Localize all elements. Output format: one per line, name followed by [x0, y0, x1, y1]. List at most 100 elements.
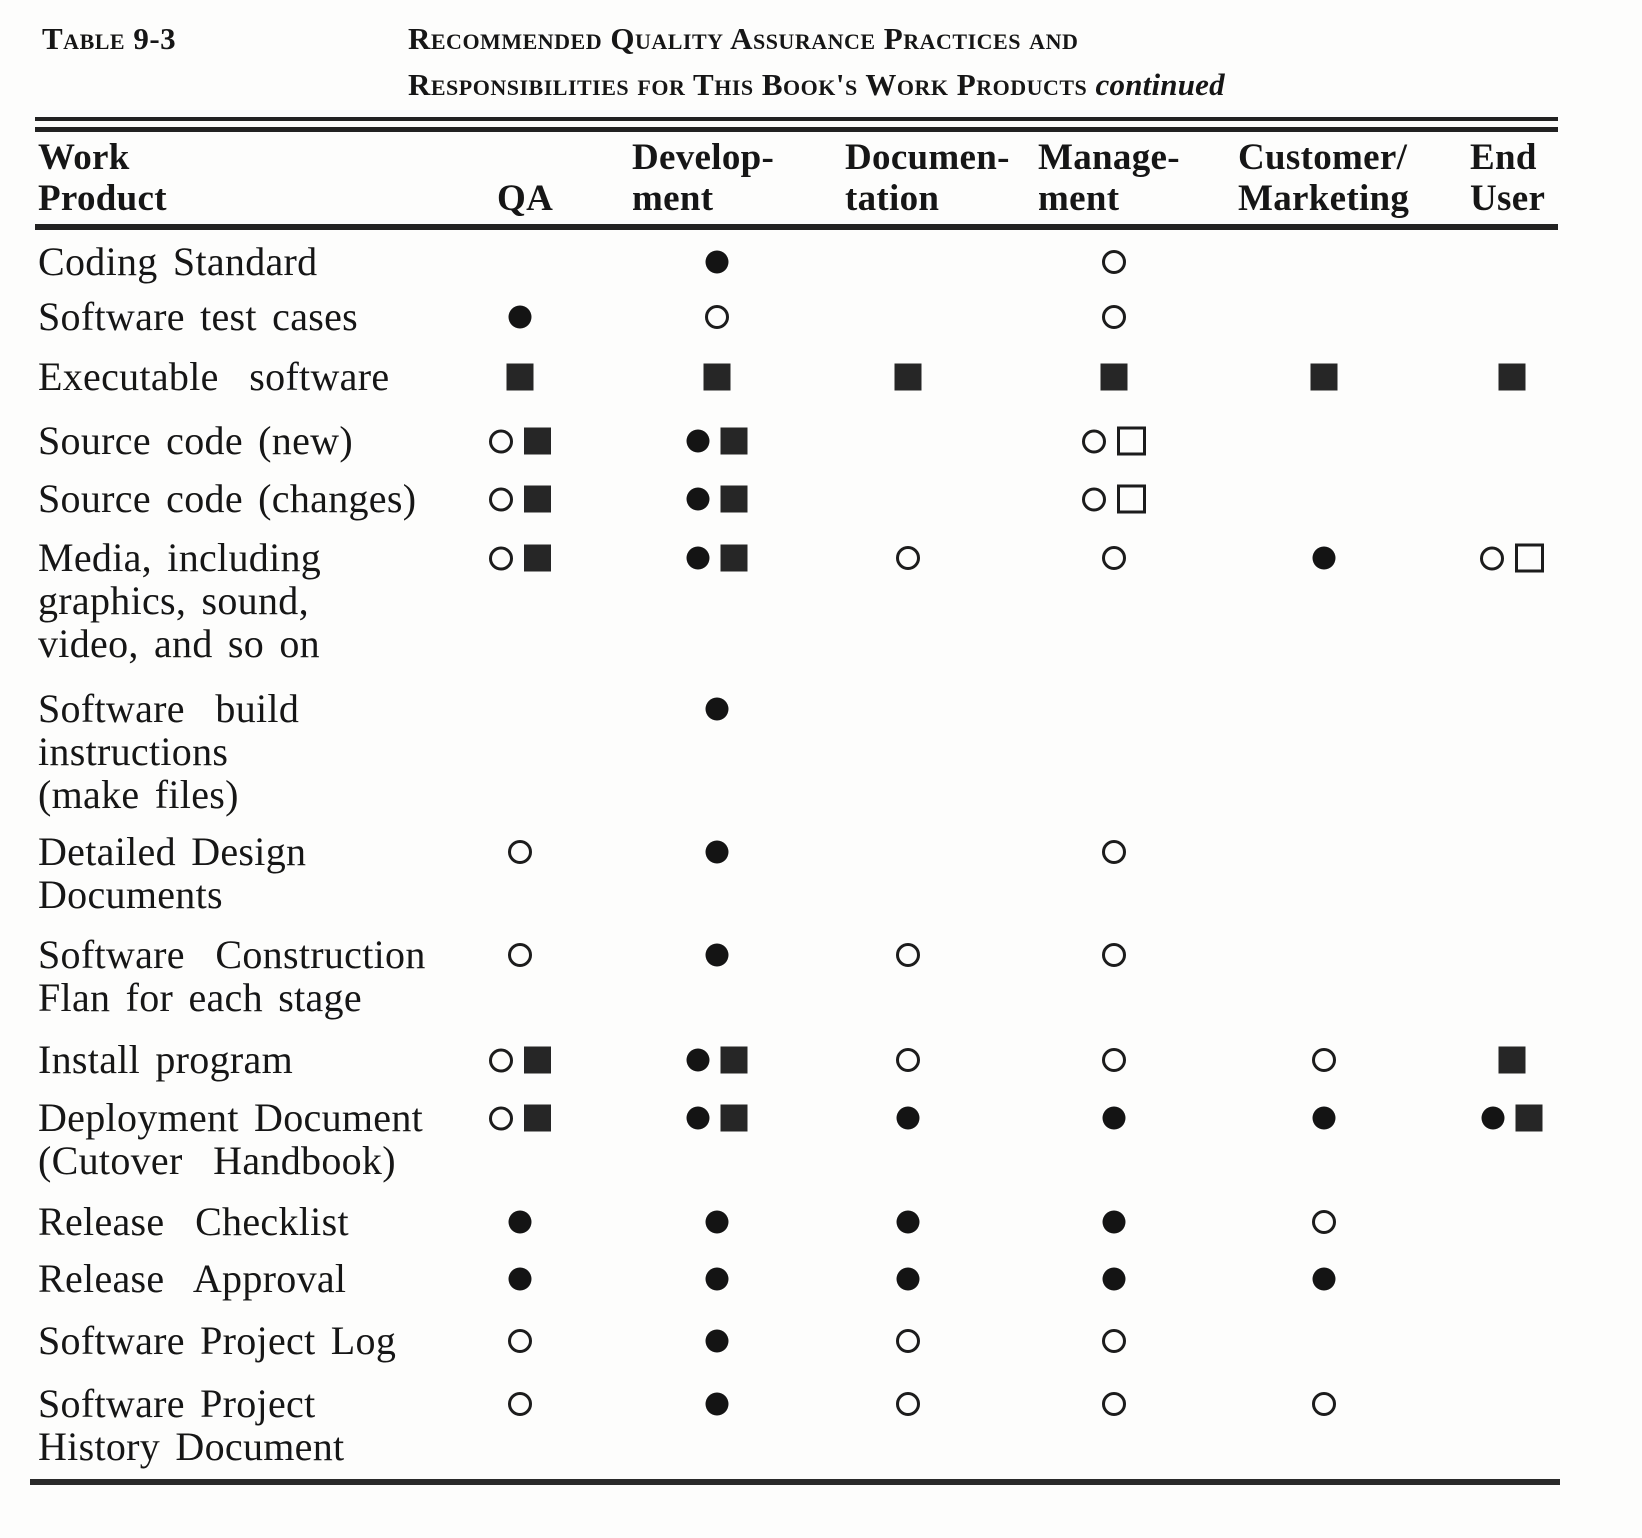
- work-product-label: Software build instructions (make files): [38, 687, 299, 816]
- cell-development: [705, 1329, 729, 1353]
- filled-circle-icon: [686, 487, 710, 511]
- open-circle-icon: [489, 546, 513, 570]
- top-double-rule-line1: [35, 117, 1558, 121]
- column-header-line: User: [1470, 178, 1546, 219]
- cell-documentation: [896, 1329, 920, 1353]
- filled-circle-icon: [705, 1267, 729, 1291]
- open-circle-icon: [508, 1329, 532, 1353]
- cell-development: [686, 427, 748, 455]
- cell-qa: [489, 1046, 551, 1074]
- cell-customer_marketing: [1312, 1048, 1336, 1072]
- work-product-label: Install program: [38, 1038, 293, 1081]
- work-product-label-line: (make files): [38, 772, 239, 817]
- cell-development: [686, 1046, 748, 1074]
- column-header-line: Documen-: [845, 137, 1010, 178]
- cell-customer_marketing: [1312, 1392, 1336, 1416]
- work-product-label: Release Approval: [38, 1257, 346, 1300]
- cell-development: [705, 943, 729, 967]
- cell-documentation: [896, 943, 920, 967]
- cell-development: [705, 697, 729, 721]
- cell-end_user: [1498, 363, 1526, 391]
- work-product-label-line: graphics, sound,: [38, 578, 309, 623]
- work-product-label: Executable software: [38, 355, 389, 398]
- cell-qa: [508, 1329, 532, 1353]
- filled-circle-icon: [705, 697, 729, 721]
- open-circle-icon: [508, 943, 532, 967]
- filled-square-icon: [1100, 363, 1128, 391]
- open-circle-icon: [1102, 250, 1126, 274]
- open-circle-icon: [1082, 429, 1106, 453]
- column-header-customer_marketing: Customer/Marketing: [1238, 137, 1409, 219]
- cell-customer_marketing: [1312, 546, 1336, 570]
- filled-square-icon: [720, 427, 748, 455]
- filled-square-icon: [524, 427, 551, 455]
- cell-development: [705, 1392, 729, 1416]
- cell-qa: [508, 1392, 532, 1416]
- column-header-line: Manage-: [1038, 137, 1180, 178]
- work-product-label-line: Software build: [38, 686, 300, 731]
- open-circle-icon: [705, 305, 729, 329]
- filled-circle-icon: [896, 1267, 920, 1291]
- work-product-label: Coding Standard: [38, 240, 317, 283]
- column-header-line: End: [1470, 137, 1537, 178]
- cell-documentation: [896, 1106, 920, 1130]
- column-header-development: Develop-ment: [632, 137, 774, 219]
- cell-management: [1082, 426, 1146, 456]
- filled-square-icon: [524, 1046, 551, 1074]
- cell-documentation: [896, 1210, 920, 1234]
- table-title-line1: Recommended Quality Assurance Practices …: [408, 21, 1079, 56]
- cell-documentation: [896, 546, 920, 570]
- cell-customer_marketing: [1312, 1210, 1336, 1234]
- open-circle-icon: [1102, 305, 1126, 329]
- continued-note: continued: [1095, 67, 1225, 102]
- filled-square-icon: [1310, 363, 1338, 391]
- filled-square-icon: [1515, 1104, 1543, 1132]
- column-header-line: Customer/: [1238, 137, 1408, 178]
- cell-management: [1100, 363, 1128, 391]
- work-product-label: Media, including graphics, sound, video, a…: [38, 536, 321, 665]
- filled-circle-icon: [1312, 1267, 1336, 1291]
- work-product-label-line: Source code (new): [38, 418, 353, 463]
- filled-circle-icon: [1102, 1267, 1126, 1291]
- filled-circle-icon: [1102, 1210, 1126, 1234]
- table-title: Recommended Quality Assurance Practices …: [408, 16, 1225, 108]
- column-header-work_product: Work Product: [38, 137, 167, 219]
- cell-customer_marketing: [1310, 363, 1338, 391]
- work-product-label-line: Software test cases: [38, 294, 359, 339]
- filled-circle-icon: [896, 1106, 920, 1130]
- filled-square-icon: [720, 1104, 748, 1132]
- cell-development: [686, 485, 748, 513]
- cell-management: [1102, 1106, 1126, 1130]
- work-product-label-line: Documents: [38, 872, 223, 917]
- filled-circle-icon: [508, 1267, 532, 1291]
- cell-qa: [489, 544, 551, 572]
- filled-circle-icon: [1312, 546, 1336, 570]
- cell-management: [1102, 840, 1126, 864]
- cell-development: [705, 840, 729, 864]
- work-product-label-line: History Document: [38, 1424, 345, 1469]
- open-circle-icon: [1102, 546, 1126, 570]
- filled-square-icon: [720, 544, 748, 572]
- cell-development: [686, 1104, 748, 1132]
- work-product-label-line: video, and so on: [38, 621, 320, 666]
- column-header-management: Manage-ment: [1038, 137, 1180, 219]
- open-circle-icon: [1312, 1048, 1336, 1072]
- cell-management: [1102, 1329, 1126, 1353]
- cell-management: [1102, 1392, 1126, 1416]
- open-circle-icon: [1480, 546, 1504, 570]
- cell-qa: [508, 943, 532, 967]
- filled-circle-icon: [686, 1106, 710, 1130]
- cell-management: [1102, 1048, 1126, 1072]
- filled-square-icon: [703, 363, 731, 391]
- filled-square-icon: [1498, 363, 1526, 391]
- work-product-label: Source code (changes): [38, 477, 416, 520]
- filled-circle-icon: [896, 1210, 920, 1234]
- filled-circle-icon: [1312, 1106, 1336, 1130]
- top-double-rule-line2: [35, 127, 1558, 132]
- open-circle-icon: [489, 1106, 513, 1130]
- column-header-line: QA: [497, 178, 554, 219]
- cell-qa: [489, 1104, 551, 1132]
- cell-documentation: [896, 1048, 920, 1072]
- work-product-label-line: Deployment Document: [38, 1095, 424, 1140]
